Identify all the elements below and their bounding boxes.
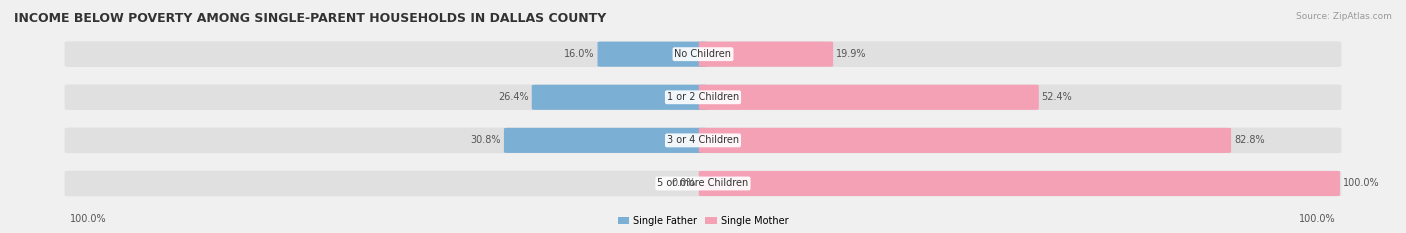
- FancyBboxPatch shape: [699, 128, 1232, 153]
- FancyBboxPatch shape: [699, 85, 1039, 110]
- Text: 1 or 2 Children: 1 or 2 Children: [666, 92, 740, 102]
- FancyBboxPatch shape: [699, 42, 834, 67]
- Text: 100.0%: 100.0%: [1299, 214, 1336, 224]
- Text: 100.0%: 100.0%: [70, 214, 107, 224]
- FancyBboxPatch shape: [598, 42, 707, 67]
- FancyBboxPatch shape: [65, 128, 1341, 153]
- FancyBboxPatch shape: [503, 128, 707, 153]
- Text: 0.0%: 0.0%: [672, 178, 696, 188]
- Legend: Single Father, Single Mother: Single Father, Single Mother: [617, 216, 789, 226]
- FancyBboxPatch shape: [65, 171, 1341, 196]
- Text: 100.0%: 100.0%: [1343, 178, 1379, 188]
- Text: No Children: No Children: [675, 49, 731, 59]
- Text: 30.8%: 30.8%: [471, 135, 501, 145]
- FancyBboxPatch shape: [65, 85, 1341, 110]
- FancyBboxPatch shape: [699, 171, 1340, 196]
- FancyBboxPatch shape: [531, 85, 707, 110]
- Text: 16.0%: 16.0%: [564, 49, 595, 59]
- FancyBboxPatch shape: [65, 41, 1341, 67]
- Text: 3 or 4 Children: 3 or 4 Children: [666, 135, 740, 145]
- Text: INCOME BELOW POVERTY AMONG SINGLE-PARENT HOUSEHOLDS IN DALLAS COUNTY: INCOME BELOW POVERTY AMONG SINGLE-PARENT…: [14, 12, 606, 25]
- Text: 26.4%: 26.4%: [498, 92, 529, 102]
- Text: 52.4%: 52.4%: [1042, 92, 1073, 102]
- Text: 19.9%: 19.9%: [837, 49, 866, 59]
- Text: 82.8%: 82.8%: [1234, 135, 1264, 145]
- Text: Source: ZipAtlas.com: Source: ZipAtlas.com: [1296, 12, 1392, 21]
- Text: 5 or more Children: 5 or more Children: [658, 178, 748, 188]
